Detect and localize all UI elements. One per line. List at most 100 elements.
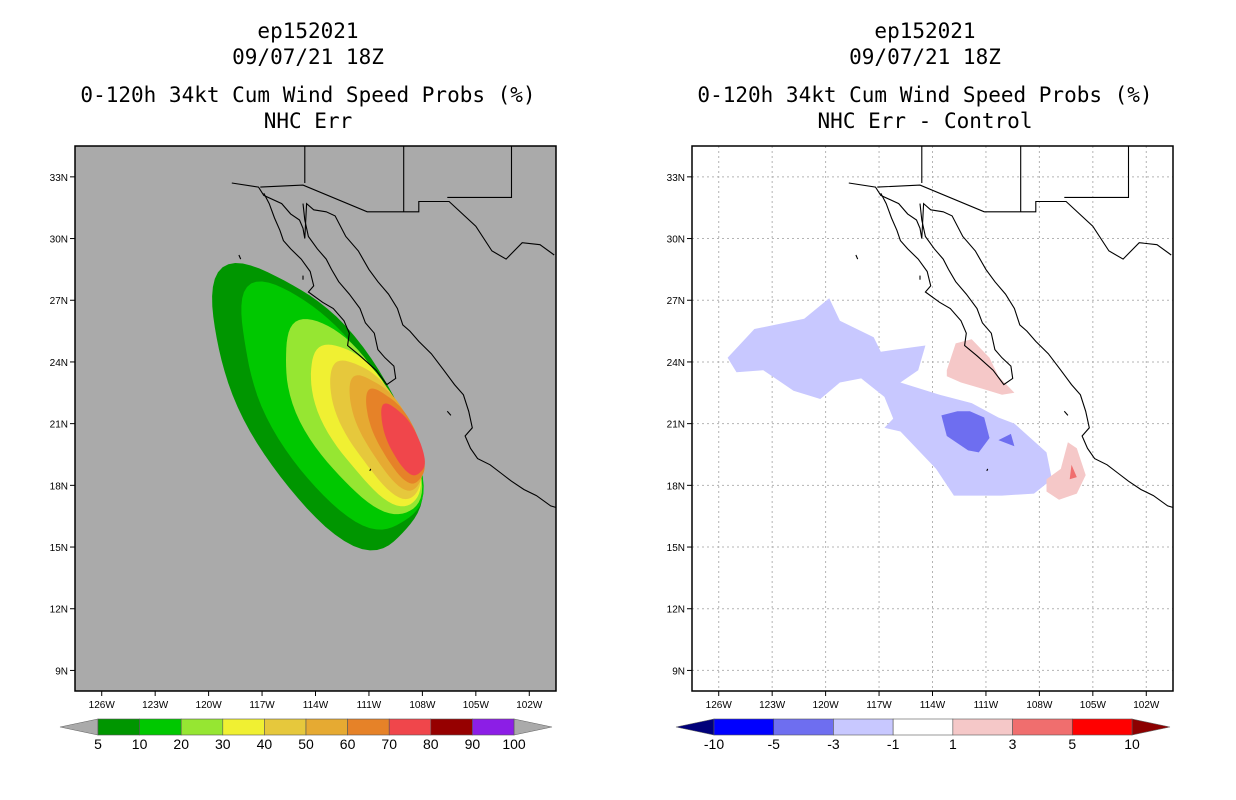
right-colorbar-swatch: [892, 718, 954, 736]
left-colorbar-swatch: [180, 718, 224, 736]
left-coastline: [369, 468, 372, 472]
left-y-tick-label: 15N: [50, 543, 68, 554]
right-x-tick-label: 108W: [1026, 700, 1053, 711]
right-coastline: [848, 182, 1173, 509]
left-title-subtitle: NHC Err: [263, 109, 353, 133]
left-colorbar-label: 100: [502, 736, 526, 752]
right-colorbar-swatch: [1071, 718, 1133, 736]
left-colorbar-label: 90: [465, 736, 481, 752]
right-colorbar-label: -1: [887, 736, 900, 752]
right-colorbar-under-triangle: [675, 718, 715, 736]
right-x-tick-label: 123W: [759, 700, 786, 711]
left-colorbar-swatch: [97, 718, 140, 736]
left-title-date: 09/07/21 18Z: [232, 45, 384, 69]
right-coastline: [986, 468, 989, 472]
left-title: ep152021 09/07/21 18Z 0-120h 34kt Cum Wi…: [60, 18, 556, 134]
right-colorbar-swatch: [952, 718, 1013, 736]
right-coastline: [1063, 410, 1069, 416]
right-map-panel: 126W 123W 120W 117W 114W 111W 108W 105W 102W9N12…: [667, 145, 1174, 752]
right-x-tick-label: 105W: [1080, 700, 1107, 711]
right-colorbar-label: 3: [1009, 736, 1017, 752]
right-y-tick-label: 12N: [667, 605, 685, 616]
left-x-tick-label: 114W: [303, 700, 329, 711]
left-coastline: [446, 410, 452, 416]
left-colorbar: 5 10 20 30 40 50 60 70 80 90 100: [59, 718, 553, 752]
left-colorbar-swatch: [430, 718, 473, 736]
left-colorbar-label: 30: [215, 736, 231, 752]
right-coastline: [880, 193, 1014, 386]
right-y-tick-label: 24N: [667, 358, 685, 369]
right-title-storm: ep152021: [874, 19, 976, 43]
left-y-tick-label: 18N: [50, 481, 68, 492]
right-y-tick-label: 15N: [667, 543, 685, 554]
right-colorbar-swatch: [1012, 718, 1073, 736]
left-colorbar-swatch: [347, 718, 390, 736]
right-x-tick-label: 114W: [920, 700, 946, 711]
left-x-tick-label: 111W: [357, 700, 382, 711]
left-y-tick-label: 27N: [50, 296, 68, 307]
left-title-storm: ep152021: [257, 19, 359, 43]
right-y-tick-label: 27N: [667, 296, 685, 307]
left-x-tick-label: 123W: [142, 700, 169, 711]
left-coastlines: [231, 146, 556, 509]
right-axes: 126W 123W 120W 117W 114W 111W 108W 105W 102W 9N 12…: [667, 173, 1160, 711]
left-x-tick-label: 120W: [196, 700, 223, 711]
left-map-panel: 126W 123W 120W 117W 114W 111W 108W 105W 102W 9N 12…: [50, 145, 557, 752]
right-colorbar-label: 10: [1124, 736, 1140, 752]
left-y-tick-label: 33N: [50, 173, 68, 184]
right-colorbar-label: -10: [704, 736, 724, 752]
right-x-tick-label: 102W: [1133, 700, 1160, 711]
left-colorbar-swatch: [388, 718, 432, 736]
left-colorbar-label: 10: [132, 736, 148, 752]
right-y-tick-label: 21N: [667, 420, 685, 431]
left-title-product: 0-120h 34kt Cum Wind Speed Probs (%): [80, 83, 536, 107]
right-y-tick-label: 33N: [667, 173, 685, 184]
left-colorbar-swatch: [305, 718, 348, 736]
right-x-tick-label: 120W: [813, 700, 840, 711]
left-y-tick-label: 21N: [50, 420, 68, 431]
right-colorbar-label: -5: [767, 736, 780, 752]
left-y-tick-label: 30N: [50, 235, 68, 246]
left-coastline: [447, 146, 513, 198]
right-colorbar-label: 1: [949, 736, 957, 752]
left-x-tick-label: 105W: [463, 700, 490, 711]
left-colorbar-swatch: [264, 718, 307, 736]
left-coastline: [263, 193, 397, 386]
right-difference-region: [884, 411, 903, 432]
left-colorbar-swatch: [222, 718, 265, 736]
left-colorbar-swatch: [472, 718, 515, 736]
right-colorbar-label: -3: [827, 736, 840, 752]
right-difference-contours: [727, 298, 1086, 500]
left-colorbar-label: 20: [173, 736, 189, 752]
right-difference-region: [1069, 464, 1077, 480]
left-coastline: [238, 254, 242, 260]
right-gridlines: [692, 146, 1173, 691]
left-probability-contours: [212, 263, 425, 551]
left-contour-level: [381, 403, 425, 476]
right-y-tick-label: 18N: [667, 481, 685, 492]
right-title-date: 09/07/21 18Z: [849, 45, 1001, 69]
right-coastline: [877, 184, 1172, 260]
left-x-tick-label: 102W: [516, 700, 543, 711]
right-y-tick-label: 9N: [672, 666, 685, 677]
right-difference-region: [998, 433, 1015, 447]
right-colorbar-swatch: [713, 718, 775, 736]
right-title-subtitle: NHC Err - Control: [817, 109, 1033, 133]
left-colorbar-over-triangle: [513, 718, 553, 736]
left-colorbar-swatch: [139, 718, 182, 736]
left-y-tick-label: 9N: [55, 666, 68, 677]
right-x-tick-label: 126W: [706, 700, 733, 711]
left-axes: 126W 123W 120W 117W 114W 111W 108W 105W 102W 9N 12…: [50, 173, 543, 711]
right-colorbar-label: 5: [1068, 736, 1076, 752]
right-difference-region: [941, 411, 990, 453]
right-title: ep152021 09/07/21 18Z 0-120h 34kt Cum Wi…: [677, 18, 1173, 134]
left-x-tick-label: 126W: [89, 700, 116, 711]
right-coastlines: [848, 146, 1173, 509]
right-colorbar-swatch: [773, 718, 834, 736]
left-x-tick-label: 117W: [249, 700, 275, 711]
right-difference-region: [1046, 442, 1086, 500]
right-colorbar-over-triangle: [1131, 718, 1171, 736]
right-colorbar: -10 -5 -3 -1 1 3 5 10: [675, 718, 1171, 752]
left-x-tick-label: 108W: [409, 700, 436, 711]
